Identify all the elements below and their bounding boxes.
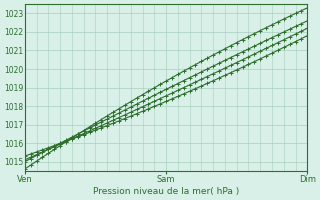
X-axis label: Pression niveau de la mer( hPa ): Pression niveau de la mer( hPa ) bbox=[93, 187, 239, 196]
